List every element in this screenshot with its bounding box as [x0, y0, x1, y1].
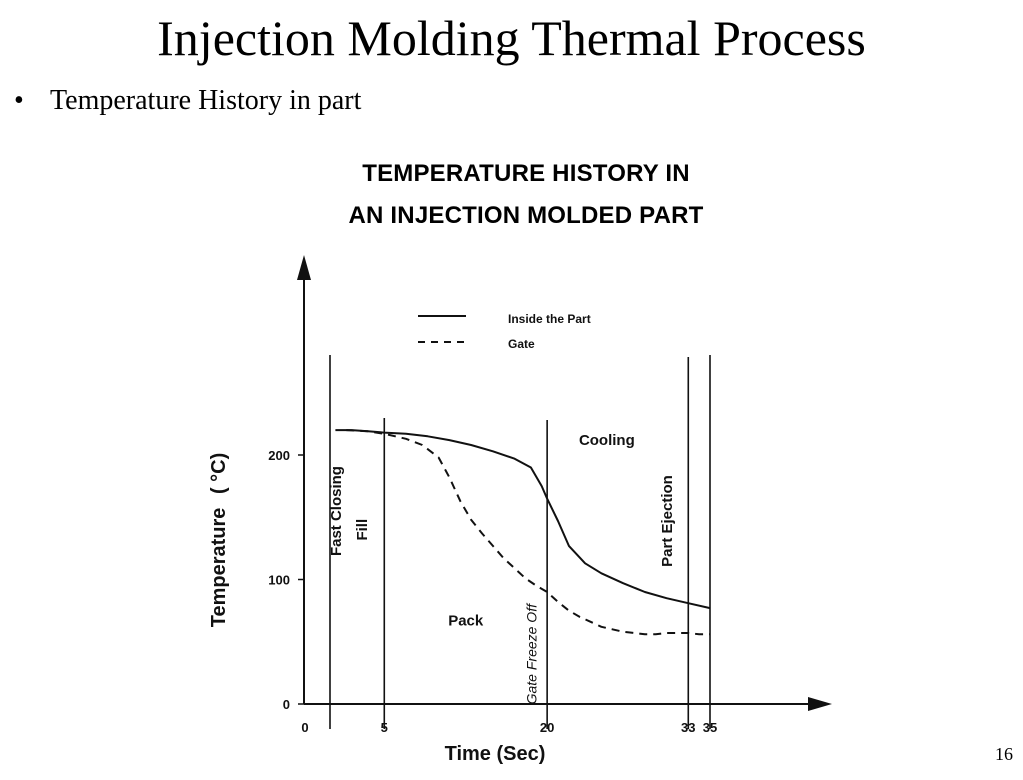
annotation-fast-closing: Fast Closing: [328, 466, 345, 556]
annotation-fill: Fill: [354, 519, 371, 541]
y-axis-label: Temperature ( °C): [208, 453, 230, 628]
y-tick-label: 200: [268, 448, 290, 463]
x-tick-label: 35: [703, 720, 717, 735]
axis-ticks: 0 5 20 33 35 0 100 200: [268, 448, 717, 735]
y-tick-label: 0: [283, 697, 290, 712]
annotation-gate-freeze-off: Gate Freeze Off: [523, 602, 539, 704]
x-tick-label: 5: [381, 720, 388, 735]
annotation-part-ejection: Part Ejection: [659, 475, 676, 567]
x-axis-arrow-icon: [808, 697, 832, 711]
legend: Inside the Part Gate: [418, 312, 591, 351]
series-line-1: [335, 429, 711, 610]
y-axis-label-name: Temperature: [208, 508, 230, 628]
x-tick-label: 33: [681, 720, 695, 735]
x-tick-label: 0: [301, 720, 308, 735]
y-tick-label: 100: [268, 573, 290, 588]
slide-title: Injection Molding Thermal Process: [157, 10, 866, 66]
y-axis-label-unit: ( °C): [208, 453, 230, 494]
phase-annotations: Fast Closing Fill Pack Gate Freeze Off Cooli…: [328, 432, 676, 704]
phase-lines: [329, 355, 711, 729]
bullet-item: • Temperature History in part: [14, 84, 361, 118]
y-axis-arrow-icon: [297, 255, 311, 280]
chart-title-line1: TEMPERATURE HISTORY IN: [362, 160, 690, 187]
series-line-2: [346, 429, 710, 636]
annotation-cooling: Cooling: [579, 432, 635, 449]
bullet-text: Temperature History in part: [50, 85, 362, 116]
annotation-pack: Pack: [448, 613, 484, 630]
series-lines: [335, 429, 711, 636]
legend-label-series-2: Gate: [508, 337, 535, 351]
x-axis-label: Time (Sec): [445, 743, 546, 765]
legend-label-series-1: Inside the Part: [508, 312, 591, 326]
slide-number: 16: [995, 744, 1013, 764]
bullet-symbol: •: [14, 85, 24, 116]
chart-title-line2: AN INJECTION MOLDED PART: [348, 202, 704, 229]
x-tick-label: 20: [540, 720, 554, 735]
